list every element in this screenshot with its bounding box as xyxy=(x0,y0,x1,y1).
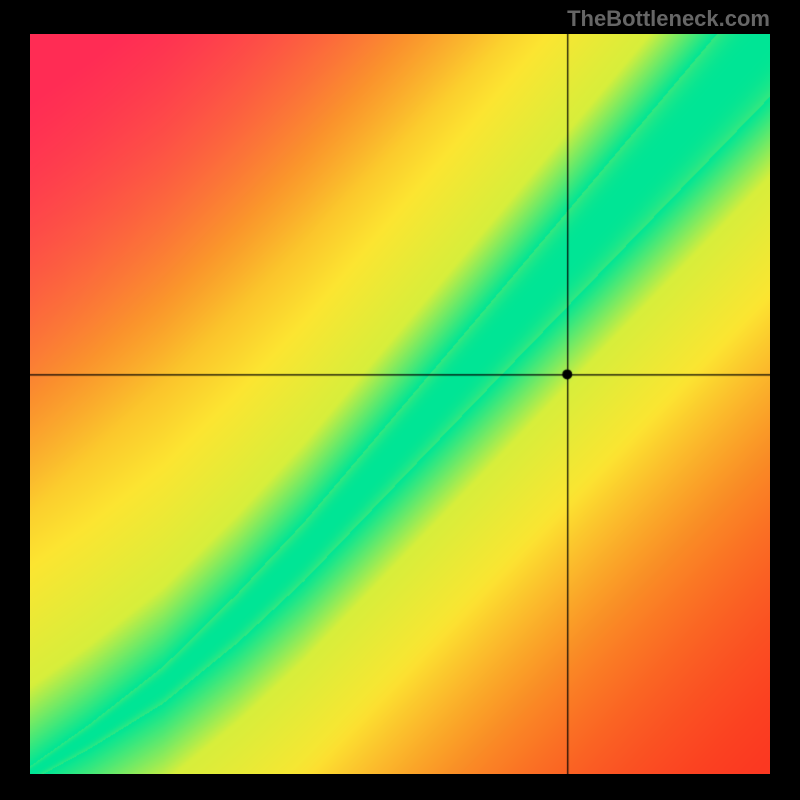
watermark-label: TheBottleneck.com xyxy=(567,6,770,32)
bottleneck-heatmap xyxy=(30,34,770,774)
